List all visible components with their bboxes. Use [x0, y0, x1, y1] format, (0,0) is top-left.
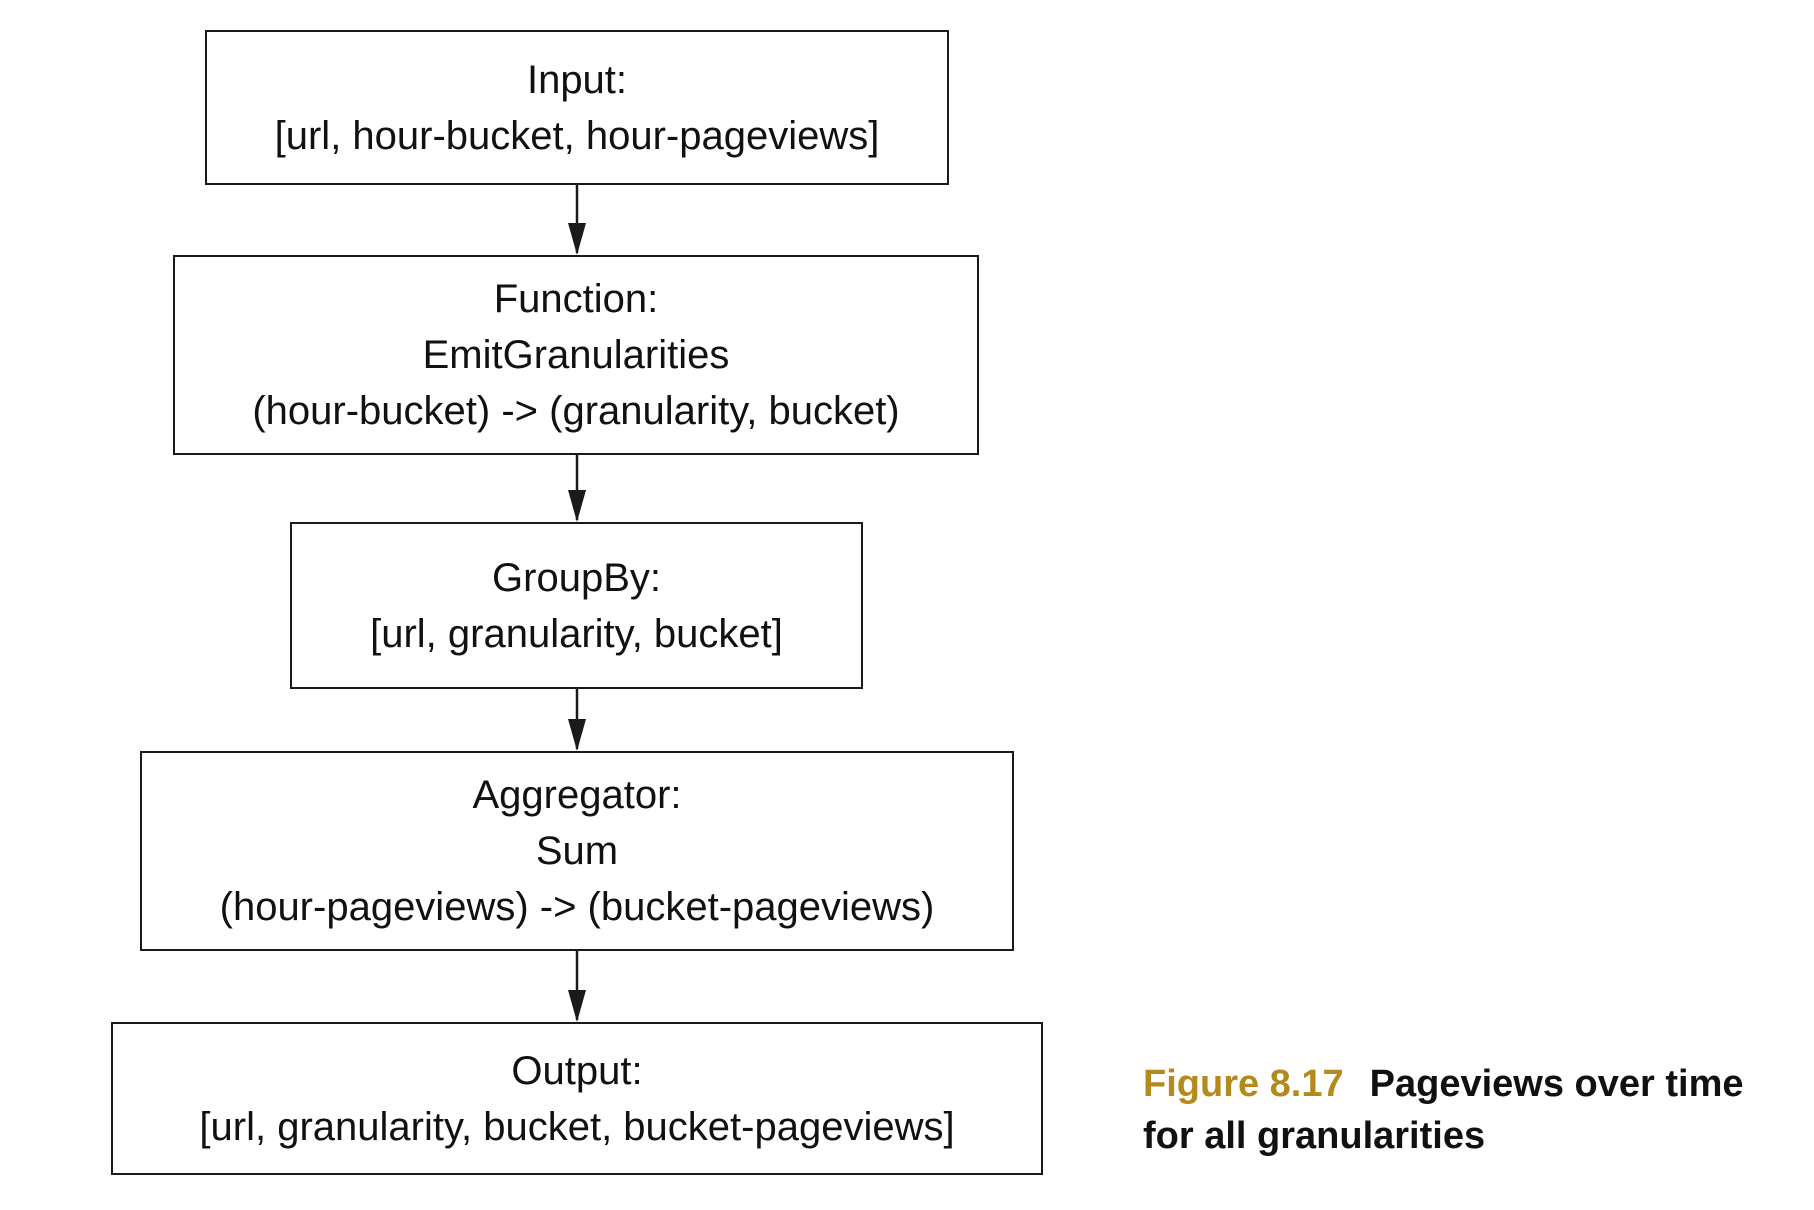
node-input-title: Input:	[526, 57, 628, 102]
node-input-fields: [url, hour-bucket, hour-pageviews]	[274, 113, 880, 158]
figure-caption: Figure 8.17 Pageviews over time for all g…	[1143, 1058, 1783, 1162]
node-aggregator-title: Aggregator:	[472, 773, 682, 817]
arrowhead-aggregator-to-output	[568, 990, 586, 1022]
node-aggregator-signature: (hour-pageviews) -> (bucket-pageviews)	[219, 885, 935, 929]
node-output-fields: [url, granularity, bucket, bucket-pagevi…	[199, 1104, 955, 1149]
node-aggregator: Aggregator: Sum (hour-pageviews) -> (buc…	[140, 751, 1014, 951]
node-output: Output: [url, granularity, bucket, bucke…	[111, 1022, 1043, 1175]
node-groupby-fields: [url, granularity, bucket]	[370, 611, 783, 656]
node-function-title: Function:	[493, 277, 659, 321]
figure-number: Figure 8.17	[1143, 1063, 1344, 1105]
node-function-signature: (hour-bucket) -> (granularity, bucket)	[252, 389, 900, 433]
node-groupby-title: GroupBy:	[492, 555, 661, 600]
node-groupby: GroupBy: [url, granularity, bucket]	[290, 522, 863, 689]
node-input: Input: [url, hour-bucket, hour-pageviews…	[205, 30, 949, 185]
node-function: Function: EmitGranularities (hour-bucket…	[173, 255, 979, 455]
node-output-title: Output:	[511, 1048, 643, 1093]
arrowhead-function-to-groupby	[568, 490, 586, 522]
arrowhead-input-to-function	[568, 223, 586, 255]
figure-caption-text: Pageviews over time for all granularitie…	[1143, 1063, 1744, 1157]
node-aggregator-name: Sum	[535, 829, 619, 873]
node-function-name: EmitGranularities	[422, 333, 730, 377]
arrowhead-groupby-to-aggregator	[568, 719, 586, 751]
